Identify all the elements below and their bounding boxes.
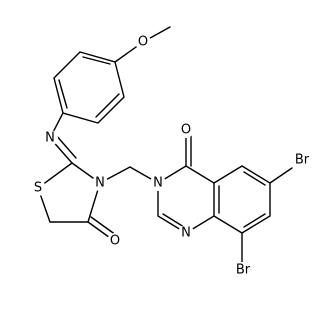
atom-label: O xyxy=(181,123,191,138)
label-mask xyxy=(178,225,194,241)
label-mask xyxy=(290,152,314,168)
double-bond xyxy=(243,213,266,228)
atom-label: O xyxy=(110,234,120,249)
double-bond xyxy=(82,56,111,65)
double-bond xyxy=(90,216,117,236)
atom-label: S xyxy=(34,181,42,196)
label-mask xyxy=(107,233,123,249)
pyrimidine-ring xyxy=(157,165,215,234)
atom-label: N xyxy=(45,131,55,146)
label-mask xyxy=(92,175,108,191)
atom-label: N xyxy=(153,176,163,191)
double-bond xyxy=(243,171,266,186)
atom-label: N xyxy=(95,176,105,191)
label-mask xyxy=(42,130,58,146)
double-bond xyxy=(162,213,185,228)
label-mask xyxy=(30,180,46,196)
atom-label: Br xyxy=(236,263,251,278)
double-bond xyxy=(95,93,120,118)
label-mask xyxy=(178,122,194,138)
atom-labels: O N S N O N O Br Br N xyxy=(30,34,314,278)
atom-label: O xyxy=(138,35,148,50)
benzo-ring xyxy=(213,165,271,234)
label-mask xyxy=(135,34,151,50)
label-mask xyxy=(150,175,166,191)
benzene-ring xyxy=(53,51,125,124)
thiazolidine-ring xyxy=(37,162,101,223)
label-mask xyxy=(231,262,255,278)
bond xyxy=(269,167,293,184)
bonds xyxy=(37,26,293,263)
atom-label: Br xyxy=(295,153,310,168)
double-bond xyxy=(58,79,68,109)
atom-label: N xyxy=(181,226,191,241)
double-bond xyxy=(54,133,77,159)
